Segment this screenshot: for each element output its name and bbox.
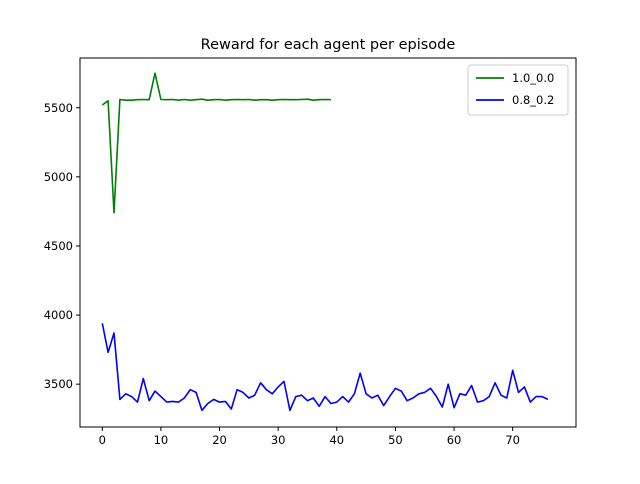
y-tick-label: 5000 (44, 170, 73, 184)
y-tick-label: 4500 (44, 239, 73, 253)
x-tick-label: 20 (212, 433, 227, 447)
x-tick-label: 40 (329, 433, 344, 447)
y-tick-label: 5500 (44, 101, 73, 115)
x-tick-label: 10 (154, 433, 169, 447)
x-axis: 0 10 20 30 40 50 60 70 (99, 427, 520, 447)
x-tick-label: 50 (388, 433, 403, 447)
y-axis: 3500 4000 4500 5000 5500 (44, 101, 80, 391)
series-line-0 (101, 72, 331, 214)
legend-label-1: 0.8_0.2 (512, 93, 554, 107)
x-tick-label: 0 (99, 433, 106, 447)
x-tick-label: 60 (447, 433, 462, 447)
series-layer (101, 72, 549, 412)
legend-label-0: 1.0_0.0 (512, 71, 554, 85)
plot-frame (79, 57, 577, 428)
y-tick-label: 3500 (44, 377, 73, 391)
chart-title: Reward for each agent per episode (201, 37, 456, 53)
x-tick-label: 30 (271, 433, 286, 447)
legend: 1.0_0.0 0.8_0.2 (467, 64, 569, 116)
x-tick-label: 70 (505, 433, 520, 447)
y-tick-label: 4000 (44, 308, 73, 322)
series-line-1 (101, 323, 549, 412)
